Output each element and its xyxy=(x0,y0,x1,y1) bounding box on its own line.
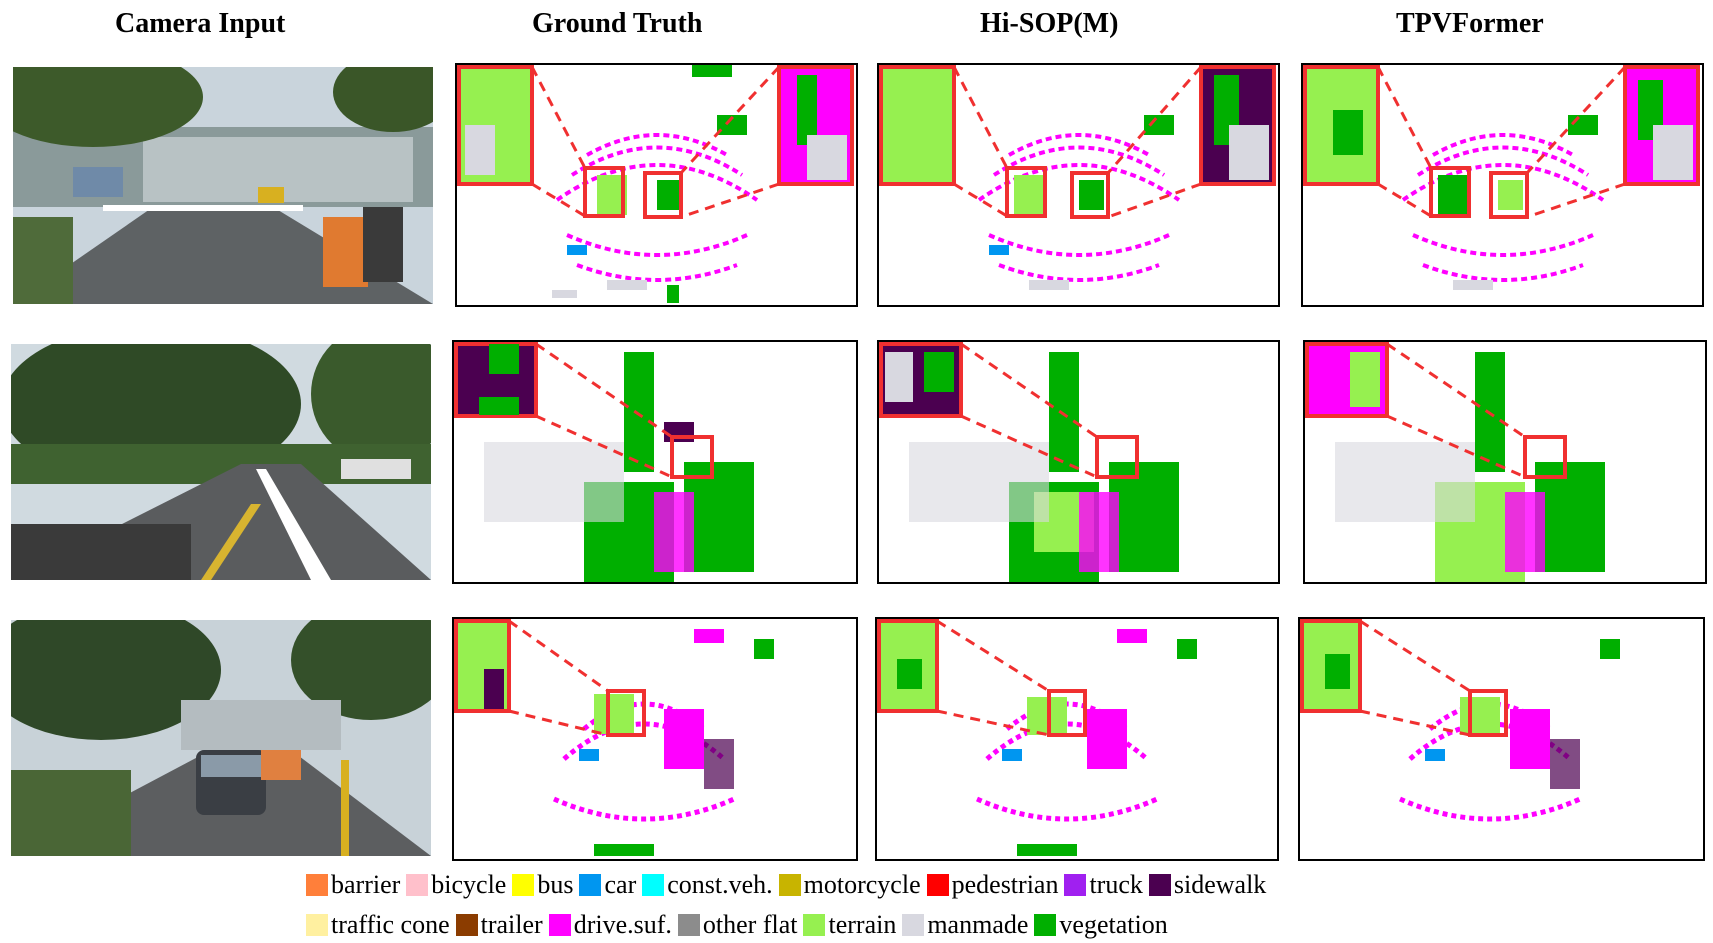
legend-label: drive.suf. xyxy=(573,910,672,939)
legend-item: trailer xyxy=(455,910,543,940)
column-title-tpvformer: TPVFormer xyxy=(1396,8,1544,39)
legend-swatch-icon xyxy=(778,874,801,896)
legend-label: motorcycle xyxy=(803,870,921,899)
legend-item: terrain xyxy=(803,910,896,940)
legend-label: other flat xyxy=(702,910,798,939)
legend-label: bicycle xyxy=(431,870,507,899)
legend-label: pedestrian xyxy=(951,870,1059,899)
legend-swatch-icon xyxy=(902,914,925,936)
legend-item: bicycle xyxy=(406,870,506,900)
legend-label: sidewalk xyxy=(1173,870,1267,899)
legend-swatch-icon xyxy=(1064,874,1087,896)
legend-item: motorcycle xyxy=(778,870,921,900)
legend-item: truck xyxy=(1064,870,1143,900)
legend-item: traffic cone xyxy=(306,910,450,940)
legend-row-1: barrier bicycle bus car const.veh. motorcycle… xyxy=(306,870,1272,903)
column-title-ground-truth: Ground Truth xyxy=(532,8,703,39)
legend-item: barrier xyxy=(306,870,400,900)
legend-swatch-icon xyxy=(548,914,571,936)
occupancy-map-ground-truth-row-2 xyxy=(452,340,858,584)
column-title-hi-sop: Hi-SOP(M) xyxy=(980,8,1119,39)
occupancy-map-hi-sop-row-1 xyxy=(877,63,1280,307)
camera-image-row-3 xyxy=(11,620,431,856)
legend-swatch-icon xyxy=(1148,874,1171,896)
legend-label: vegetation xyxy=(1059,910,1168,939)
occupancy-map-hi-sop-row-3 xyxy=(875,617,1279,861)
legend-swatch-icon xyxy=(306,874,328,896)
legend-label: bus xyxy=(537,870,574,899)
occupancy-map-ground-truth-row-3 xyxy=(452,617,858,861)
legend-label: manmade xyxy=(927,910,1029,939)
occupancy-map-tpvformer-row-2 xyxy=(1303,340,1707,584)
legend-item: other flat xyxy=(677,910,798,940)
legend-label: const.veh. xyxy=(667,870,773,899)
legend-label: truck xyxy=(1089,870,1143,899)
legend-item: car xyxy=(579,870,636,900)
legend-swatch-icon xyxy=(579,874,602,896)
camera-image-row-2 xyxy=(11,344,431,580)
legend-swatch-icon xyxy=(406,874,429,896)
legend-label: barrier xyxy=(331,870,401,899)
legend-item: drive.suf. xyxy=(548,910,672,940)
legend-swatch-icon xyxy=(642,874,665,896)
legend-swatch-icon xyxy=(306,914,328,936)
legend-swatch-icon xyxy=(677,914,700,936)
legend-item: sidewalk xyxy=(1148,870,1267,900)
legend-label: trailer xyxy=(480,910,543,939)
camera-image-row-1 xyxy=(13,67,433,304)
legend-item: manmade xyxy=(902,910,1028,940)
legend-label: car xyxy=(604,870,637,899)
legend-swatch-icon xyxy=(512,874,535,896)
legend-label: traffic cone xyxy=(331,910,450,939)
legend-label: terrain xyxy=(828,910,897,939)
legend-swatch-icon xyxy=(926,874,949,896)
occupancy-map-ground-truth-row-1 xyxy=(455,63,858,307)
legend-swatch-icon xyxy=(803,914,826,936)
legend-item: bus xyxy=(512,870,573,900)
legend-item: vegetation xyxy=(1034,910,1168,940)
column-title-camera-input: Camera Input xyxy=(115,8,286,39)
legend-item: pedestrian xyxy=(926,870,1059,900)
occupancy-map-tpvformer-row-3 xyxy=(1298,617,1705,861)
legend-swatch-icon xyxy=(455,914,478,936)
legend-item: const.veh. xyxy=(642,870,773,900)
occupancy-map-hi-sop-row-2 xyxy=(877,340,1280,584)
legend-swatch-icon xyxy=(1034,914,1057,936)
occupancy-map-tpvformer-row-1 xyxy=(1301,63,1704,307)
legend-row-2: traffic cone trailer drive.suf. other flat t… xyxy=(306,910,1174,943)
